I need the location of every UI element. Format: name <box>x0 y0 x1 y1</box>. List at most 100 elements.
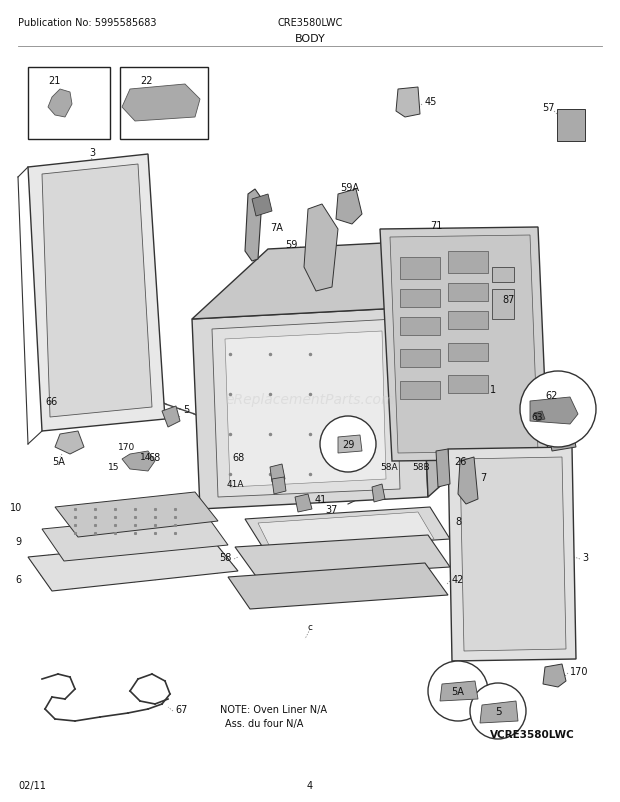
Polygon shape <box>122 452 155 472</box>
Text: Publication No: 5995585683: Publication No: 5995585683 <box>18 18 156 28</box>
Text: eReplacementParts.com: eReplacementParts.com <box>225 392 395 407</box>
Polygon shape <box>270 464 285 482</box>
Polygon shape <box>372 484 385 502</box>
Polygon shape <box>543 664 566 687</box>
Text: 67: 67 <box>175 704 187 714</box>
Text: 9: 9 <box>16 537 22 546</box>
Polygon shape <box>436 449 450 488</box>
Text: 4: 4 <box>307 780 313 790</box>
Bar <box>120 68 208 140</box>
Text: 68: 68 <box>148 452 160 463</box>
Text: 37: 37 <box>326 504 338 514</box>
Polygon shape <box>396 88 420 118</box>
Text: 62: 62 <box>545 391 557 400</box>
Polygon shape <box>420 237 506 497</box>
Text: 41A: 41A <box>226 480 244 489</box>
Text: 41: 41 <box>315 494 327 504</box>
Polygon shape <box>530 398 578 424</box>
Bar <box>557 110 585 142</box>
Polygon shape <box>55 431 84 455</box>
Text: Ass. du four N/A: Ass. du four N/A <box>225 718 303 728</box>
Bar <box>492 268 514 282</box>
Polygon shape <box>304 205 338 292</box>
Bar <box>400 318 440 335</box>
Text: 21: 21 <box>48 76 60 86</box>
Bar <box>28 68 110 140</box>
Text: 02/11: 02/11 <box>18 780 46 790</box>
Polygon shape <box>42 513 228 561</box>
Text: 59: 59 <box>286 240 298 249</box>
Text: 3: 3 <box>582 553 588 562</box>
Text: 3: 3 <box>89 148 95 158</box>
Polygon shape <box>272 477 286 494</box>
Text: 7A: 7A <box>270 223 283 233</box>
Polygon shape <box>390 236 538 453</box>
Polygon shape <box>460 457 566 651</box>
Circle shape <box>320 416 376 472</box>
Text: VCRE3580LWC: VCRE3580LWC <box>490 729 575 739</box>
Polygon shape <box>235 535 450 579</box>
Bar <box>400 290 440 308</box>
Text: 87: 87 <box>502 294 515 305</box>
Text: 71: 71 <box>430 221 443 231</box>
Circle shape <box>470 683 526 739</box>
Text: 26: 26 <box>454 456 466 467</box>
Polygon shape <box>448 448 576 661</box>
Text: 59A: 59A <box>340 183 359 192</box>
Text: 29: 29 <box>342 439 354 449</box>
Polygon shape <box>55 492 218 537</box>
Bar <box>492 290 514 320</box>
Text: 6: 6 <box>16 574 22 585</box>
Polygon shape <box>295 494 312 512</box>
Text: 58B: 58B <box>412 463 430 472</box>
Text: NOTE: Oven Liner N/A: NOTE: Oven Liner N/A <box>220 704 327 714</box>
Text: 5: 5 <box>183 404 189 415</box>
Polygon shape <box>440 681 478 701</box>
Text: 5A: 5A <box>451 687 464 696</box>
Polygon shape <box>122 85 200 122</box>
Text: 58A: 58A <box>380 463 397 472</box>
Polygon shape <box>336 190 362 225</box>
Text: 170: 170 <box>118 443 135 452</box>
Text: BODY: BODY <box>294 34 326 44</box>
Bar <box>400 257 440 280</box>
Text: 8: 8 <box>455 516 461 526</box>
Bar <box>400 350 440 367</box>
Text: 22: 22 <box>140 76 153 86</box>
Text: 10: 10 <box>10 502 22 512</box>
Polygon shape <box>252 195 272 217</box>
Text: 42: 42 <box>452 574 464 585</box>
Text: CRE3580LWC: CRE3580LWC <box>277 18 343 28</box>
Text: 63: 63 <box>531 413 542 422</box>
Polygon shape <box>212 320 400 497</box>
Polygon shape <box>338 435 362 453</box>
Polygon shape <box>228 563 448 610</box>
Polygon shape <box>458 457 478 504</box>
Circle shape <box>520 371 596 448</box>
Text: 15: 15 <box>108 463 120 472</box>
Polygon shape <box>28 155 165 431</box>
Polygon shape <box>192 237 498 320</box>
Text: 1: 1 <box>490 384 496 395</box>
Polygon shape <box>225 331 386 488</box>
Text: 5: 5 <box>495 706 502 716</box>
Polygon shape <box>480 701 518 723</box>
Text: 45: 45 <box>425 97 437 107</box>
Bar <box>448 343 488 362</box>
Polygon shape <box>380 228 548 461</box>
Polygon shape <box>162 407 180 427</box>
Polygon shape <box>48 90 72 118</box>
Text: 66: 66 <box>45 396 57 407</box>
Bar <box>448 375 488 394</box>
Polygon shape <box>192 308 428 509</box>
Text: 68: 68 <box>232 452 244 463</box>
Text: 5A: 5A <box>52 456 65 467</box>
Bar <box>448 252 488 273</box>
Polygon shape <box>245 508 450 551</box>
Polygon shape <box>534 411 545 422</box>
Polygon shape <box>28 539 238 591</box>
Polygon shape <box>258 512 434 551</box>
Polygon shape <box>245 190 262 261</box>
Polygon shape <box>42 164 152 418</box>
Text: 170: 170 <box>570 666 588 676</box>
